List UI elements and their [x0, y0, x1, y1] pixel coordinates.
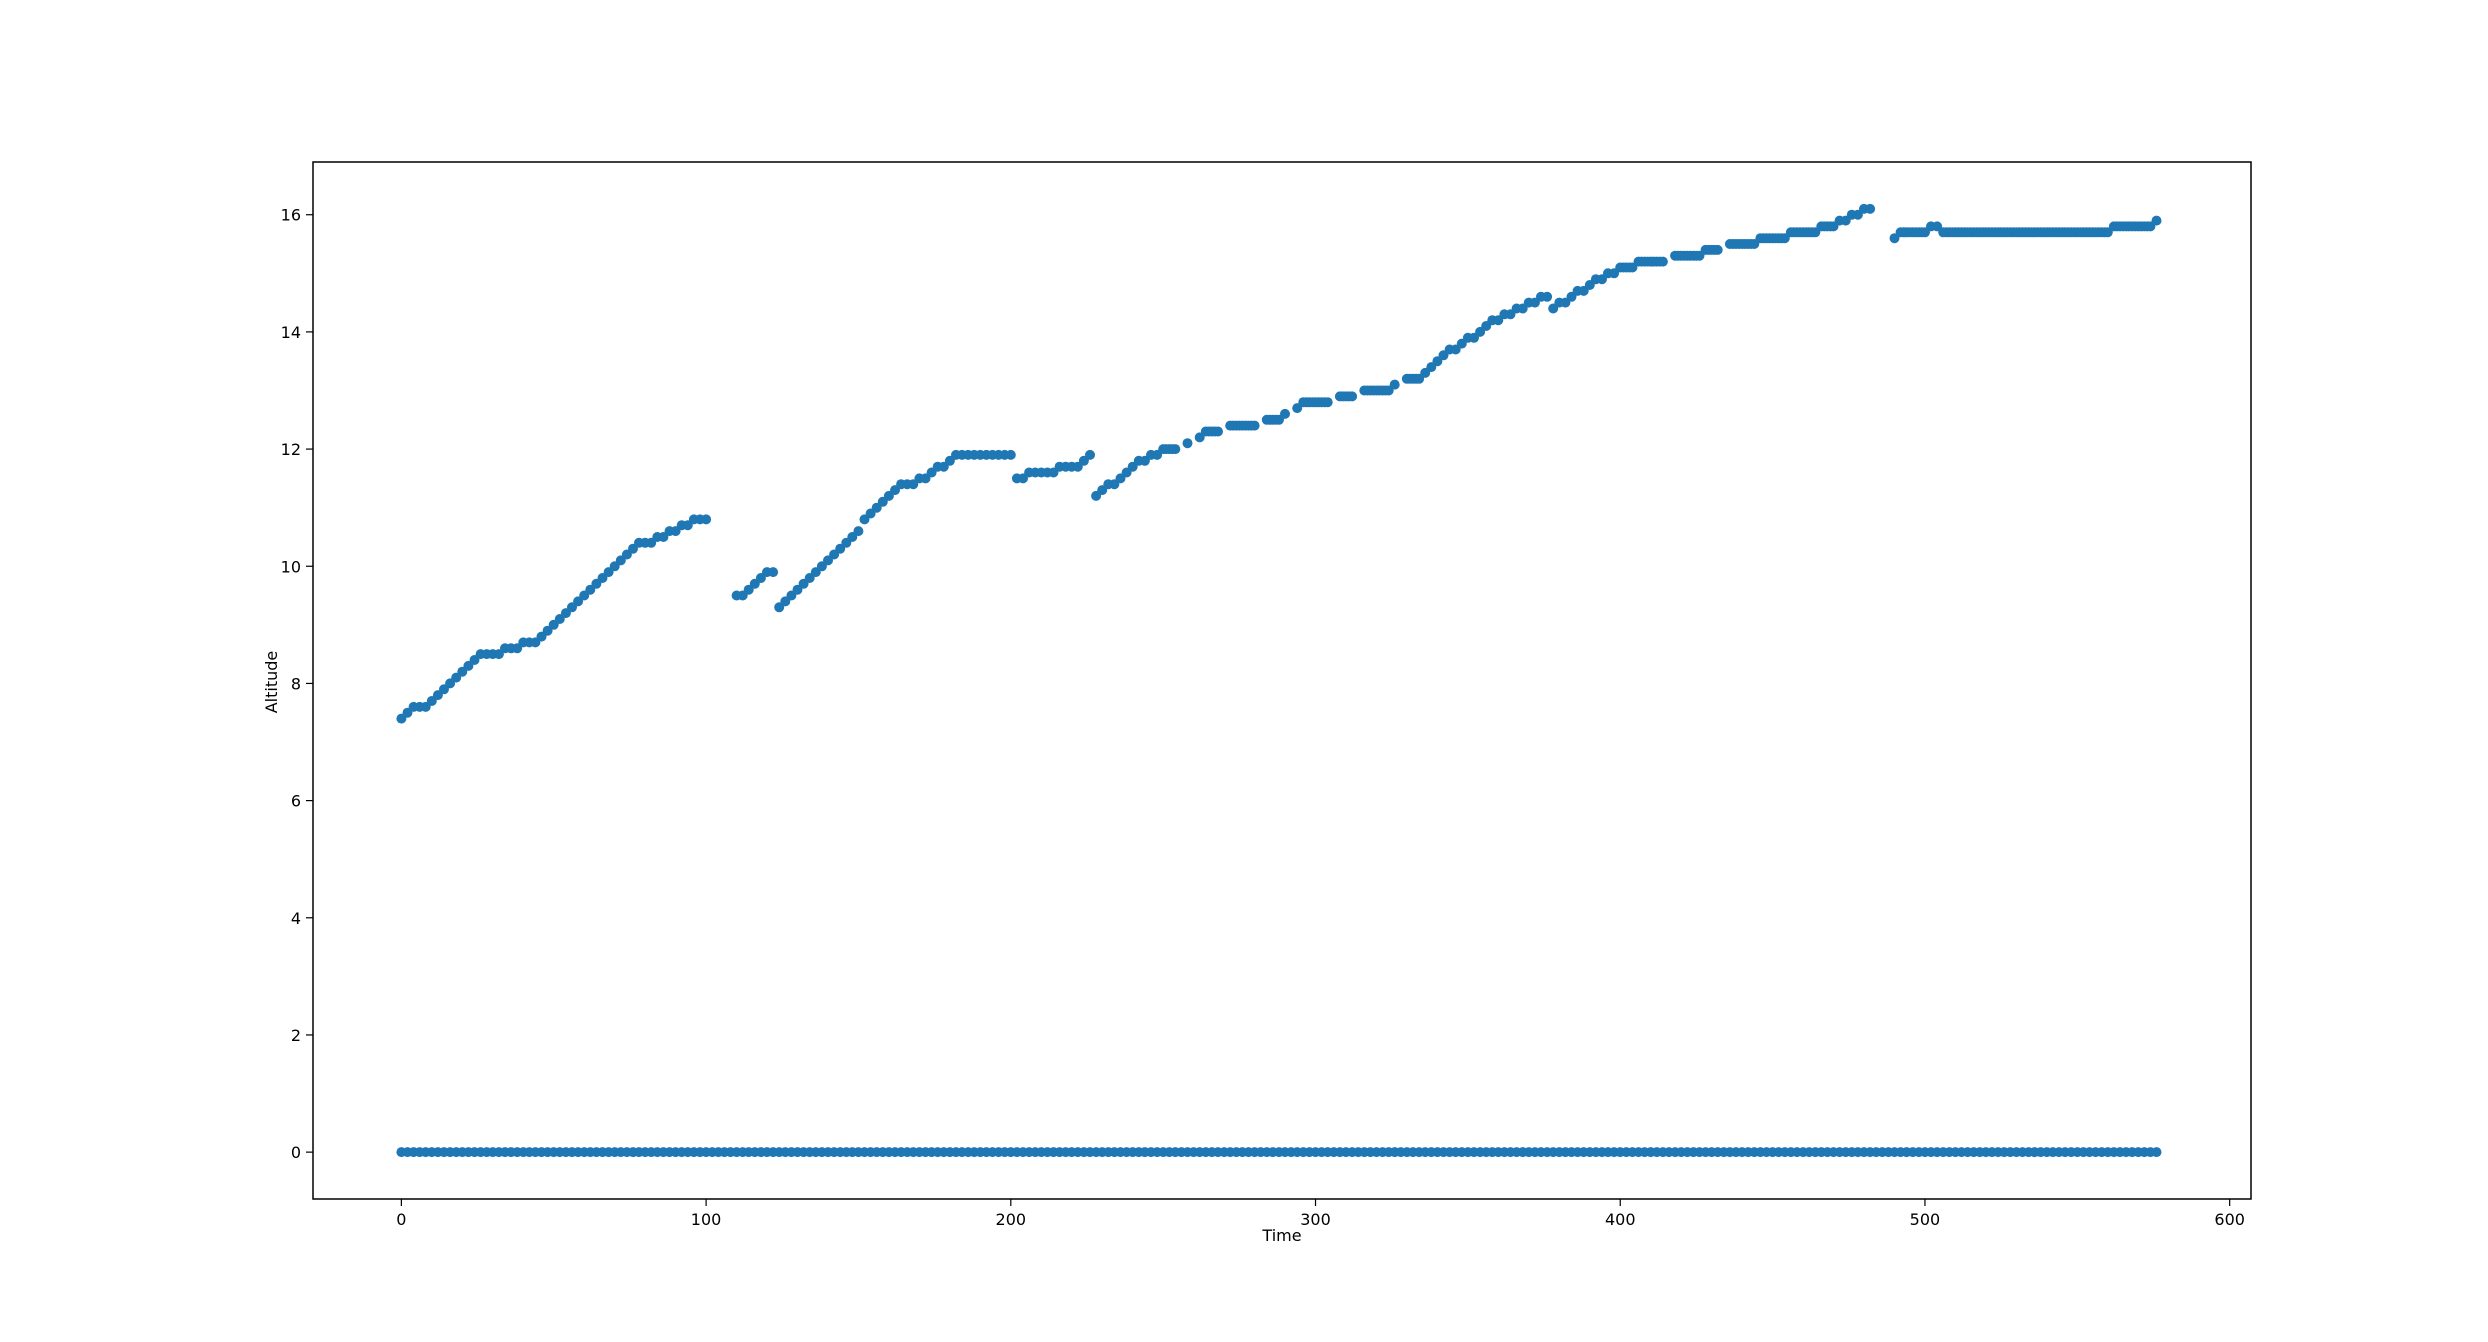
data-point [1657, 256, 1668, 267]
axes-frame [312, 161, 2252, 1200]
y-tick-label: 12 [281, 440, 301, 459]
x-tick-label: 400 [1605, 1210, 1636, 1229]
x-tick-label: 600 [2214, 1210, 2245, 1229]
x-axis-ticks: 0 100 200 300 400 500 600 [396, 1199, 2245, 1229]
data-point-zero [2151, 1147, 2162, 1158]
data-point [1182, 438, 1193, 449]
y-tick-label: 4 [291, 909, 301, 928]
y-axis-label: Altitude [262, 651, 281, 714]
data-point [1249, 420, 1260, 431]
data-point [1865, 203, 1876, 214]
data-point [768, 567, 779, 578]
y-tick-label: 10 [281, 557, 301, 576]
y-tick-label: 8 [291, 674, 301, 693]
x-tick-label: 0 [396, 1210, 406, 1229]
data-point [1347, 391, 1358, 402]
data-point [1213, 426, 1223, 437]
y-tick-label: 16 [281, 206, 301, 225]
data-point [1542, 291, 1553, 302]
data-points [396, 203, 2162, 1158]
data-point [1170, 444, 1181, 455]
y-tick-label: 14 [281, 323, 301, 342]
data-point [1005, 449, 1016, 460]
y-tick-label: 2 [291, 1026, 301, 1045]
data-point [1712, 244, 1723, 255]
data-point [1322, 397, 1333, 408]
x-tick-label: 100 [691, 1210, 722, 1229]
x-tick-label: 200 [996, 1210, 1027, 1229]
data-point [853, 526, 864, 537]
data-point [1280, 408, 1290, 419]
data-point [2151, 215, 2162, 226]
x-axis-label: Time [1261, 1226, 1301, 1245]
y-axis-ticks: 0 2 4 6 8 10 12 14 16 [281, 206, 313, 1162]
data-point [701, 514, 712, 525]
x-tick-label: 300 [1300, 1210, 1331, 1229]
x-tick-label: 500 [1910, 1210, 1941, 1229]
y-tick-label: 0 [291, 1143, 301, 1162]
y-tick-label: 6 [291, 792, 301, 811]
data-point [1389, 379, 1400, 390]
data-point [1085, 449, 1095, 460]
